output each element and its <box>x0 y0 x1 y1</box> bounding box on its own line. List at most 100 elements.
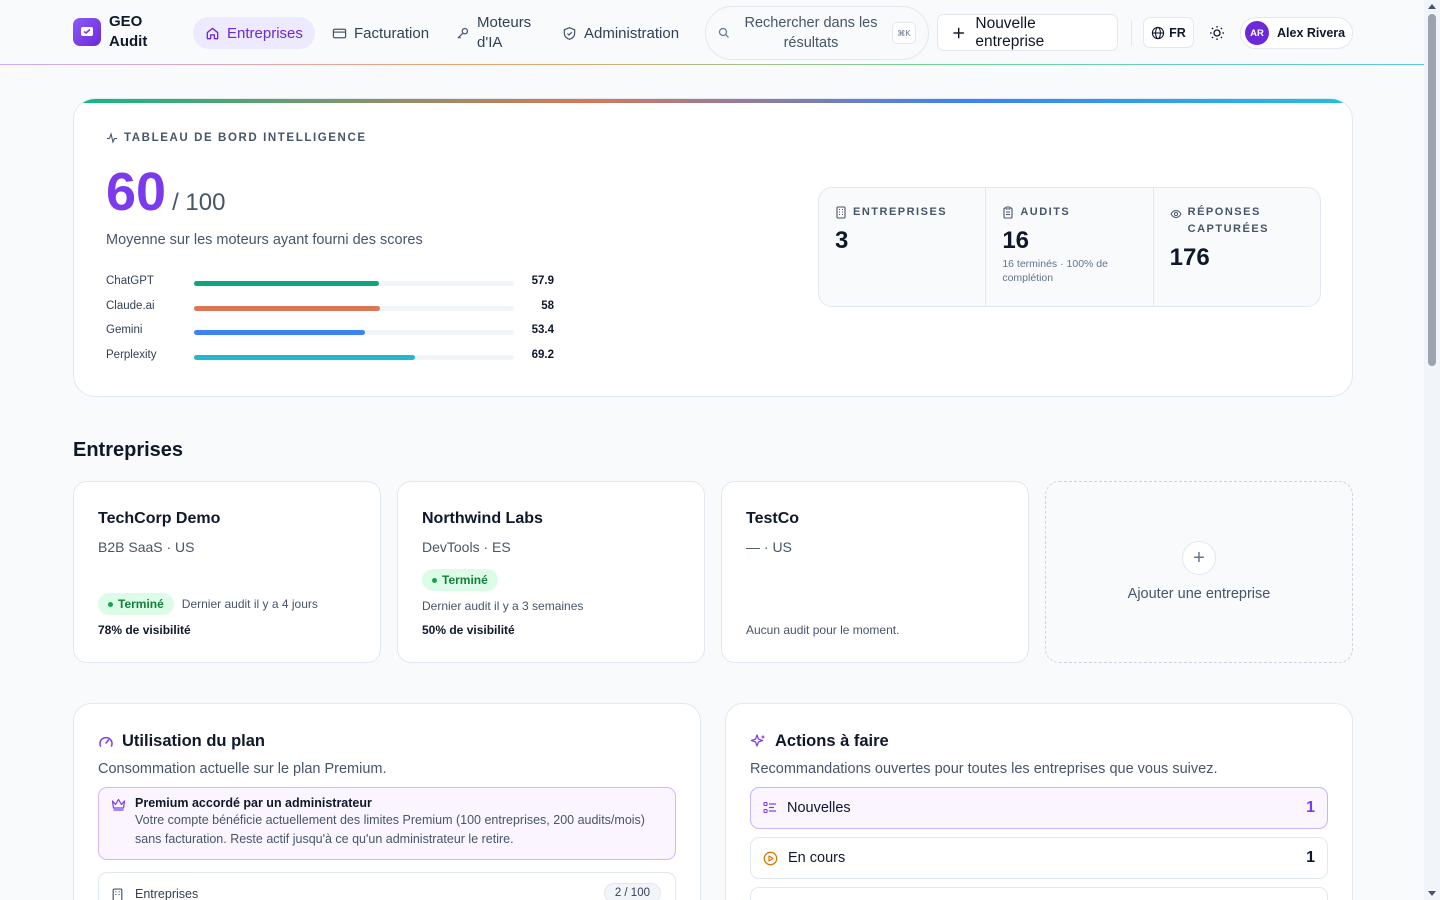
visibility: 50% de visibilité <box>422 623 515 637</box>
language-label: FR <box>1169 25 1186 40</box>
overall-score: 60 / 100 <box>106 163 225 221</box>
eye-icon <box>1170 209 1182 219</box>
engine-name: Gemini <box>106 324 143 336</box>
plus-icon <box>953 27 964 38</box>
engine-row-chatgpt: ChatGPT 57.9 <box>106 275 566 300</box>
bar-fill <box>194 330 365 335</box>
engine-score: 57.9 <box>531 275 554 287</box>
stat-note: 16 terminés · 100% de complétion <box>1002 258 1108 284</box>
stat-entreprises: ENTREPRISES 3 <box>819 188 987 306</box>
scroll-up-arrow[interactable] <box>1428 4 1436 9</box>
engine-row-perplexity: Perplexity 69.2 <box>106 349 566 374</box>
brand-name[interactable]: GEO Audit <box>109 13 148 50</box>
actions-row-nouvelles[interactable]: Nouvelles 1 <box>750 787 1328 829</box>
gauge-icon <box>99 736 113 747</box>
shield-icon <box>563 26 576 40</box>
bar-fill <box>194 354 416 360</box>
usage-count: 2 / 100 <box>603 883 661 900</box>
new-company-label: Nouvelle entreprise <box>975 14 1045 50</box>
action-label: Nouvelles <box>787 800 851 816</box>
list-icon <box>763 801 776 814</box>
action-count: 1 <box>1306 849 1315 866</box>
engine-score: 53.4 <box>531 324 554 336</box>
clipboard-icon <box>1003 206 1013 219</box>
company-card-northwind[interactable]: Northwind Labs DevTools · ES Terminé Der… <box>397 481 705 663</box>
add-company-label: Ajouter une entreprise <box>1127 586 1271 602</box>
home-icon <box>206 27 219 39</box>
nav-item-entreprises[interactable]: Entreprises <box>193 17 315 49</box>
last-audit: Dernier audit il y a 3 semaines <box>422 599 584 613</box>
engine-row-gemini: Gemini 53.4 <box>106 324 566 349</box>
bar-fill <box>194 281 380 286</box>
stat-responses: RÉPONSES CAPTURÉES 176 <box>1154 188 1320 306</box>
dashboard-card: TABLEAU DE BORD INTELLIGENCE 60 / 100 Mo… <box>73 98 1353 397</box>
add-company-card[interactable]: + Ajouter une entreprise <box>1045 481 1353 663</box>
action-label: En cours <box>788 850 846 866</box>
score-subtitle: Moyenne sur les moteurs ayant fourni des… <box>106 232 423 248</box>
company-meta: — · US <box>746 539 792 555</box>
status-badge: Terminé <box>422 569 498 591</box>
theme-toggle[interactable] <box>1204 20 1230 46</box>
panel-title: Actions à faire <box>750 732 889 751</box>
user-menu[interactable]: AR Alex Rivera <box>1240 17 1353 49</box>
bar-track <box>194 354 514 360</box>
building-icon <box>836 206 846 219</box>
stat-audits: AUDITS 16 16 terminés · 100% de compléti… <box>986 188 1154 306</box>
notice-text: Votre compte bénéficie actuellement des … <box>135 813 645 846</box>
panel-subtitle: Consommation actuelle sur le plan Premiu… <box>98 761 387 777</box>
stat-label: RÉPONSES CAPTURÉES <box>1187 206 1269 235</box>
search-placeholder: Rechercher dans les résultats <box>744 15 878 51</box>
section-title: Entreprises <box>73 439 184 461</box>
company-meta: DevTools · ES <box>422 539 511 555</box>
new-company-button[interactable]: Nouvelle entreprise <box>937 14 1118 51</box>
nav-label: Entreprises <box>227 24 303 42</box>
engine-row-claude: Claude.ai 58 <box>106 300 566 325</box>
top-navbar: GEO Audit Entreprises Facturation Moteur… <box>0 0 1424 65</box>
shortcut-hint: ⌘K <box>892 22 916 44</box>
nav-label: Moteurs d'IA <box>477 14 532 51</box>
logo-icon[interactable] <box>73 18 101 46</box>
actions-row-next[interactable] <box>750 887 1328 900</box>
nav-item-administration[interactable]: Administration <box>550 17 691 49</box>
scrollbar[interactable] <box>1424 0 1440 900</box>
company-meta: B2B SaaS · US <box>98 539 195 555</box>
stat-value: 16 <box>1002 227 1030 254</box>
last-audit: Dernier audit il y a 4 jours <box>181 597 318 611</box>
engine-name: Perplexity <box>106 348 157 361</box>
nav-item-moteurs[interactable]: Moteurs d'IA <box>443 11 549 55</box>
avatar: AR <box>1245 21 1269 45</box>
bar-track <box>194 281 514 286</box>
visibility: 78% de visibilité <box>98 623 191 637</box>
company-name: Northwind Labs <box>422 510 543 527</box>
usage-row-entreprises: Entreprises 2 / 100 <box>98 872 676 900</box>
stat-value: 3 <box>835 227 849 254</box>
search-input[interactable]: Rechercher dans les résultats ⌘K <box>705 6 929 60</box>
stat-label: AUDITS <box>1020 206 1071 218</box>
nav-item-facturation[interactable]: Facturation <box>320 17 441 49</box>
building-icon <box>112 888 123 900</box>
notice-title: Premium accordé par un administrateur <box>135 796 372 810</box>
score-max: / 100 <box>172 189 226 216</box>
score-value: 60 <box>106 162 167 222</box>
key-icon <box>457 27 469 39</box>
nav-label: Administration <box>584 24 680 42</box>
sun-icon <box>1210 26 1224 40</box>
play-circle-icon <box>763 851 778 865</box>
scroll-thumb[interactable] <box>1428 14 1436 366</box>
company-name: TestCo <box>746 510 800 527</box>
company-card-testco[interactable]: TestCo — · US Aucun audit pour le moment… <box>721 481 1029 663</box>
company-card-techcorp[interactable]: TechCorp Demo B2B SaaS · US Terminé Dern… <box>73 481 381 663</box>
divider <box>1131 20 1132 46</box>
engine-name: ChatGPT <box>106 275 154 287</box>
stat-label: ENTREPRISES <box>853 206 948 218</box>
plus-icon: + <box>1182 541 1216 575</box>
nav-label: Facturation <box>354 24 430 42</box>
scroll-down-arrow[interactable] <box>1428 891 1436 896</box>
gradient-strip <box>74 99 1352 103</box>
user-name: Alex Rivera <box>1277 26 1346 40</box>
actions-row-en-cours[interactable]: En cours 1 <box>750 837 1328 879</box>
language-button[interactable]: FR <box>1143 17 1194 48</box>
bar-track <box>194 305 514 311</box>
usage-label: Entreprises <box>135 887 199 900</box>
engine-score: 69.2 <box>531 348 554 361</box>
